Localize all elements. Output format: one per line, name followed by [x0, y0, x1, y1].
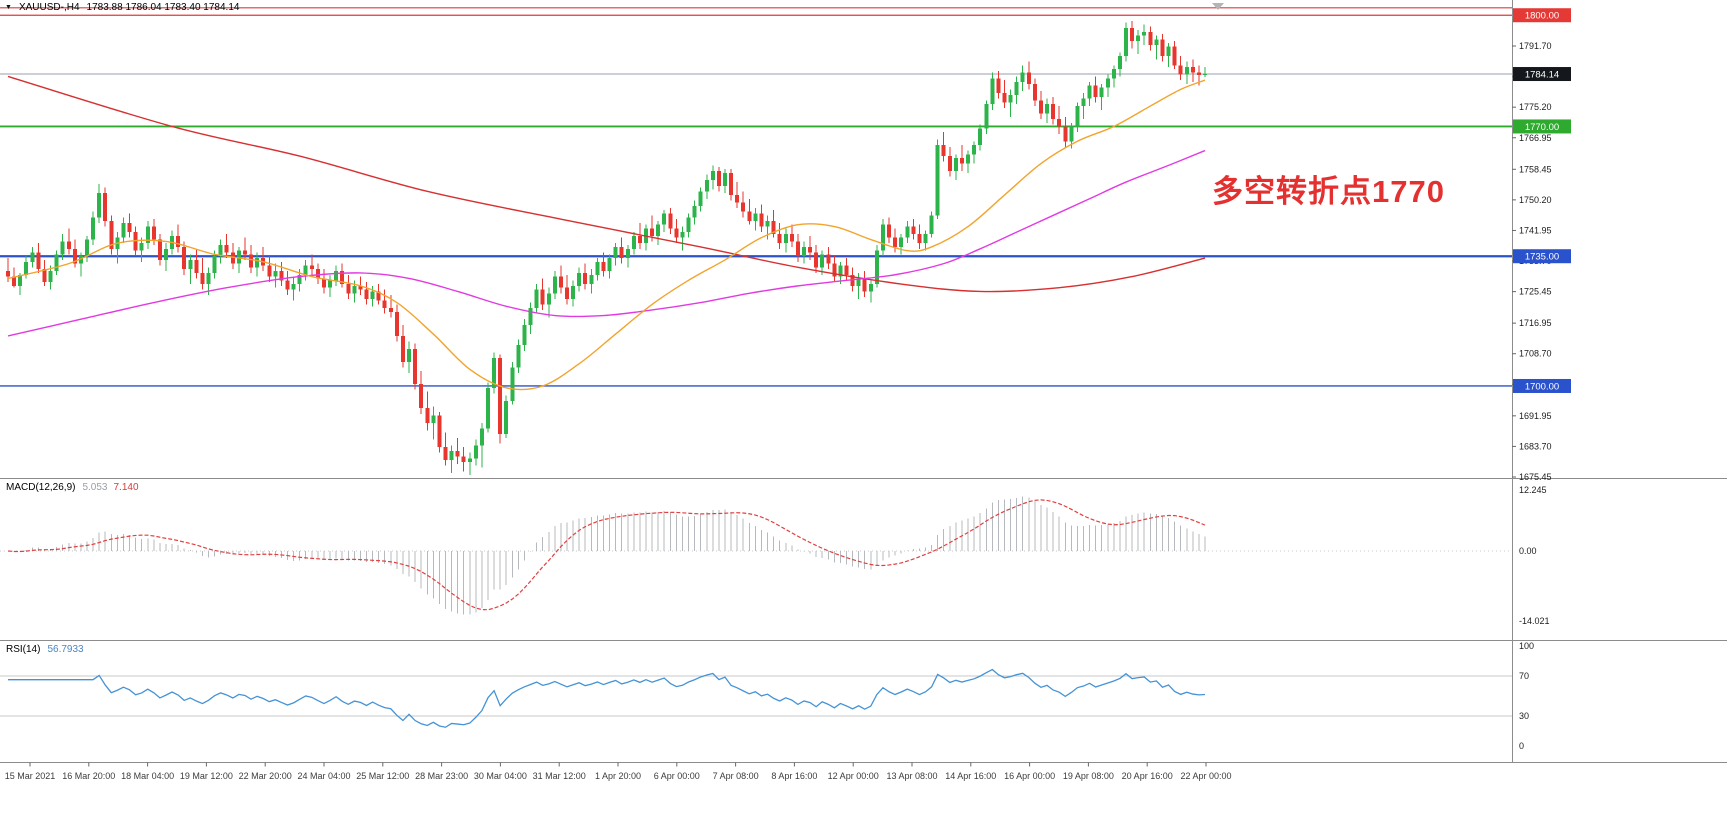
time-tick: 19 Mar 12:00	[180, 771, 233, 781]
macd-indicator-label: MACD(12,26,9) 5.053 7.140	[6, 482, 139, 493]
price-tick: 1750.20	[1519, 195, 1552, 205]
time-tick: 1 Apr 20:00	[595, 771, 641, 781]
time-tick: 6 Apr 00:00	[654, 771, 700, 781]
chart-annotation-text[interactable]: 多空转折点1770	[1212, 174, 1445, 209]
rsi-tick: 100	[1519, 641, 1534, 651]
current-price-badge	[1513, 67, 1571, 82]
price-tick: 1708.70	[1519, 349, 1552, 359]
price-tick: 1758.45	[1519, 164, 1552, 174]
macd-tick: -14.021	[1519, 616, 1550, 626]
time-tick: 7 Apr 08:00	[713, 771, 759, 781]
time-tick: 16 Mar 20:00	[62, 771, 115, 781]
rsi-indicator	[0, 668, 1512, 728]
macd-signal-line	[7, 499, 1206, 611]
price-tick: 1775.20	[1519, 102, 1552, 112]
rsi-tick: 30	[1519, 711, 1529, 721]
time-tick: 18 Mar 04:00	[121, 771, 174, 781]
candlesticks	[6, 20, 1207, 475]
macd-indicator	[0, 496, 1512, 615]
horizontal-price-lines[interactable]	[0, 7, 1512, 387]
time-tick: 20 Apr 16:00	[1122, 771, 1173, 781]
price-badges: 1800.00 1770.00 1735.00 1700.00 1784.14	[1513, 8, 1571, 393]
macd-name: MACD(12,26,9)	[6, 482, 76, 493]
macd-main-value: 5.053	[82, 482, 108, 493]
time-tick: 30 Mar 04:00	[474, 771, 527, 781]
time-tick: 25 Mar 12:00	[356, 771, 409, 781]
price-tick: 1741.95	[1519, 225, 1552, 235]
time-tick: 15 Mar 2021	[5, 771, 56, 781]
time-tick: 14 Apr 16:00	[945, 771, 996, 781]
time-tick: 8 Apr 16:00	[771, 771, 817, 781]
price-tick: 1716.95	[1519, 318, 1552, 328]
time-tick: 19 Apr 08:00	[1063, 771, 1114, 781]
mid-ma-magenta	[7, 149, 1206, 337]
slow-ma-red	[7, 75, 1206, 293]
rsi-name: RSI(14)	[6, 644, 41, 655]
svg-text:1735.00: 1735.00	[1525, 252, 1559, 263]
chart-menu-icon[interactable]: ▼	[5, 3, 12, 11]
rsi-tick: 70	[1519, 671, 1529, 681]
price-tick: 1766.95	[1519, 133, 1552, 143]
svg-text:1770.00: 1770.00	[1525, 122, 1559, 133]
price-tick: 1691.95	[1519, 411, 1552, 421]
time-tick: 28 Mar 23:00	[415, 771, 468, 781]
symbol-info: ▼ XAUUSD-,H4 1783.88 1786.04 1783.40 178…	[5, 2, 239, 13]
macd-signal-value: 7.140	[113, 482, 139, 493]
macd-tick: 12.245	[1519, 485, 1547, 495]
symbol-period-label: XAUUSD-,H4	[18, 2, 80, 13]
time-tick: 22 Mar 20:00	[239, 771, 292, 781]
time-tick: 13 Apr 08:00	[886, 771, 937, 781]
bar-ohlc-values: 1783.88 1786.04 1783.40 1784.14	[86, 2, 240, 13]
time-tick: 16 Apr 00:00	[1004, 771, 1055, 781]
time-scale[interactable]: 15 Mar 2021 16 Mar 20:00 18 Mar 04:00 19 Ma…	[5, 762, 1232, 782]
time-tick: 31 Mar 12:00	[533, 771, 586, 781]
pane-separators	[0, 0, 1727, 763]
rsi-indicator-label: RSI(14) 56.7933	[6, 644, 84, 655]
macd-histogram	[13, 496, 1206, 615]
macd-tick: 0.00	[1519, 546, 1537, 556]
rsi-value: 56.7933	[47, 644, 84, 655]
time-tick: 24 Mar 04:00	[297, 771, 350, 781]
price-tick: 1725.45	[1519, 287, 1552, 297]
price-tick: 1675.45	[1519, 472, 1552, 482]
time-tick: 22 Apr 00:00	[1180, 771, 1231, 781]
price-tick: 1683.70	[1519, 441, 1552, 451]
moving-averages	[7, 75, 1206, 391]
chart-shift-marker[interactable]	[1212, 3, 1224, 10]
price-tick: 1791.70	[1519, 41, 1552, 51]
rsi-tick: 0	[1519, 741, 1524, 751]
fast-ma-orange	[7, 79, 1206, 391]
rsi-line	[8, 668, 1206, 728]
svg-text:1800.00: 1800.00	[1525, 11, 1559, 22]
time-tick: 12 Apr 00:00	[828, 771, 879, 781]
svg-text:1700.00: 1700.00	[1525, 381, 1559, 392]
svg-text:1784.14: 1784.14	[1525, 70, 1559, 81]
price-scale[interactable]: 1791.701783.451775.201766.951758.451750.…	[1512, 41, 1552, 751]
